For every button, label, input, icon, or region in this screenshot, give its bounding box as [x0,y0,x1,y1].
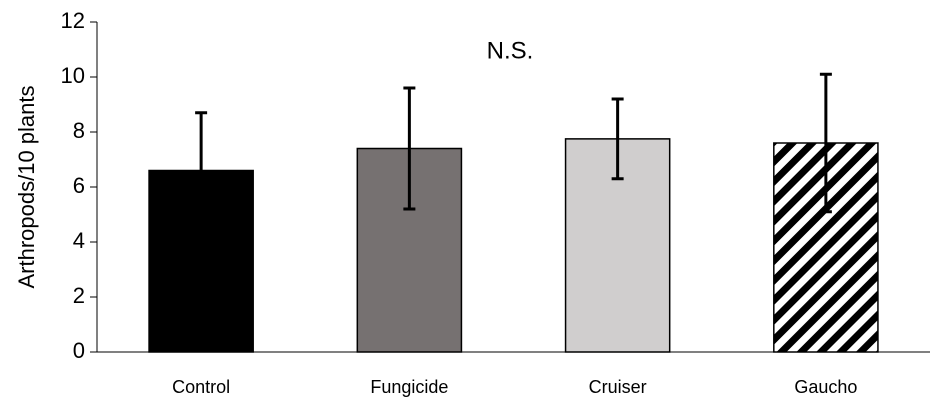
error-bar [403,86,416,211]
x-tick-label: Control [172,377,230,397]
y-tick-label: 10 [61,63,85,88]
y-tick-label: 4 [73,228,85,253]
x-tick-label: Cruiser [589,377,647,397]
y-tick-label: 12 [61,8,85,33]
error-bar [195,111,208,230]
y-tick-label: 0 [73,338,85,363]
y-tick-label: 8 [73,118,85,143]
error-bar [819,72,832,214]
x-tick-label: Gaucho [794,377,857,397]
y-axis-label: Arthropods/10 plants [14,85,39,288]
error-bar [611,97,624,181]
y-tick-label: 6 [73,173,85,198]
y-tick-label: 2 [73,283,85,308]
annotation: N.S. [487,37,534,64]
x-tick-label: Fungicide [370,377,448,397]
